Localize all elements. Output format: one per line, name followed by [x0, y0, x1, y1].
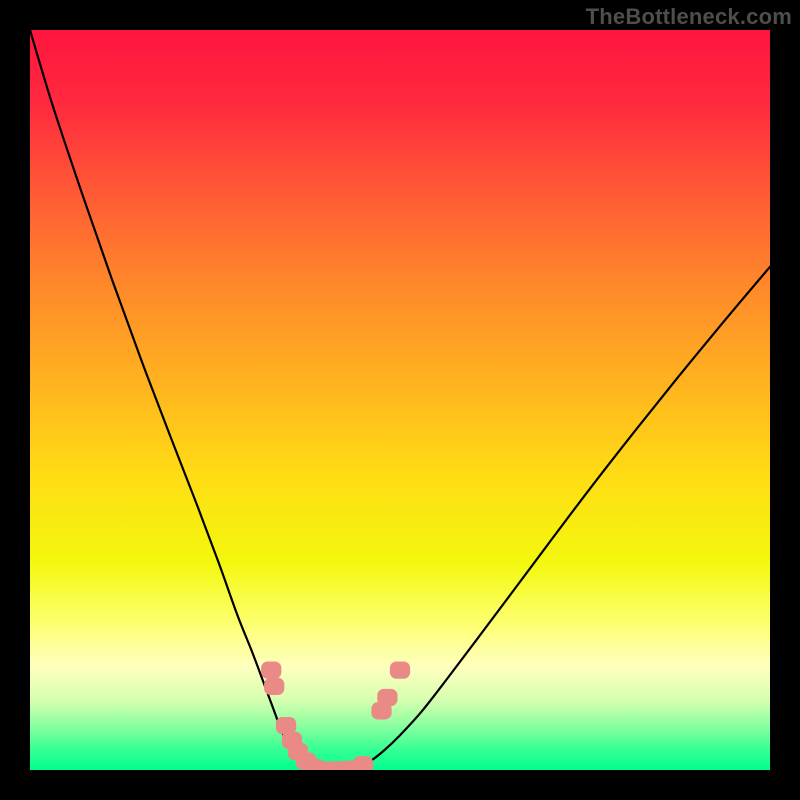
- chart-svg: [30, 30, 770, 770]
- watermark-text: TheBottleneck.com: [586, 4, 792, 30]
- chart-stage: TheBottleneck.com: [0, 0, 800, 800]
- marker-bead: [378, 689, 397, 705]
- marker-bead: [265, 678, 284, 694]
- marker-bead: [353, 757, 372, 770]
- marker-bead: [390, 662, 409, 678]
- plot-area: [30, 30, 770, 770]
- marker-bead: [262, 662, 281, 678]
- marker-bead: [276, 717, 295, 733]
